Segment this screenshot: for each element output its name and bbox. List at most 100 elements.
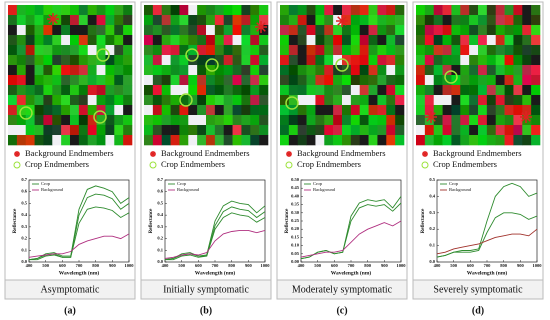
- pixel: [486, 45, 497, 56]
- pixel: [395, 95, 405, 106]
- pixel: [368, 75, 378, 86]
- spectrum-line: [164, 200, 266, 261]
- pixel: [232, 35, 242, 46]
- spectrum-line: [436, 228, 538, 255]
- pixel: [34, 25, 44, 36]
- pixel: [522, 15, 532, 26]
- pixel: [513, 25, 523, 36]
- pixel: [460, 125, 470, 136]
- pixel: [359, 5, 369, 16]
- pixel: [478, 15, 488, 26]
- pixel: [250, 135, 260, 146]
- pixel: [350, 45, 361, 56]
- pixel: [342, 115, 352, 126]
- pixel: [377, 35, 387, 46]
- pixel: [522, 25, 532, 36]
- pixel: [350, 125, 361, 136]
- pixel: [170, 45, 180, 56]
- pixel: [486, 15, 497, 26]
- legend-text: Background Endmembers: [161, 148, 250, 158]
- pixel: [105, 95, 115, 106]
- pixel: [16, 125, 27, 136]
- pixel: [61, 125, 71, 136]
- pixel: [280, 135, 290, 146]
- x-tick-label: 500: [42, 263, 50, 268]
- pixel: [206, 85, 216, 96]
- pixel: [386, 85, 396, 96]
- pixel: [25, 15, 35, 26]
- pixel: [342, 45, 352, 56]
- y-tick-label: 0.35: [291, 202, 300, 207]
- pixel: [78, 125, 89, 136]
- pixel: [43, 105, 53, 116]
- pixel: [61, 85, 71, 96]
- pixel: [259, 55, 269, 66]
- pixel: [188, 135, 198, 146]
- pixel: [259, 35, 269, 46]
- pixel: [288, 85, 299, 96]
- spectrum-line: [28, 185, 130, 261]
- pixel: [250, 55, 260, 66]
- pixel: [61, 115, 71, 126]
- pixel: [377, 135, 387, 146]
- x-tick-label: 800: [228, 263, 236, 268]
- pixel: [144, 95, 154, 106]
- pixel: [87, 115, 97, 126]
- pixel: [241, 75, 251, 86]
- pixel: [416, 75, 426, 86]
- pixel: [152, 115, 163, 126]
- pixel: [451, 105, 461, 116]
- pixel: [197, 105, 207, 116]
- pixel: [152, 75, 163, 86]
- pixel: [43, 135, 53, 146]
- pixel: [16, 45, 27, 56]
- pixel: [460, 25, 470, 36]
- pixel: [531, 85, 541, 96]
- pixel: [424, 35, 435, 46]
- pixel: [395, 25, 405, 36]
- pixel: [87, 35, 97, 46]
- pixel: [25, 65, 35, 76]
- y-tick-label: 0.1: [21, 247, 27, 252]
- spectrum-line: [436, 182, 538, 258]
- x-axis-label: Wavelength (nm): [195, 269, 236, 276]
- pixel: [424, 45, 435, 56]
- pixel: [288, 5, 299, 16]
- pixel: [70, 85, 80, 96]
- pixel: [350, 105, 361, 116]
- pixel: [333, 15, 343, 26]
- pixel: [170, 5, 180, 16]
- x-tick-label: 500: [178, 263, 186, 268]
- y-tick-label: 0.3: [157, 224, 163, 229]
- pixel: [460, 115, 470, 126]
- pixel: [359, 45, 369, 56]
- pixel: [197, 5, 207, 16]
- pixel: [324, 105, 334, 116]
- pixel: [96, 25, 106, 36]
- pixel: [161, 35, 171, 46]
- pixel: [495, 125, 505, 136]
- crop-endmember: [335, 58, 349, 72]
- pixel: [241, 135, 251, 146]
- pixel: [368, 45, 378, 56]
- pixel: [315, 105, 325, 116]
- pixel: [152, 35, 163, 46]
- pixel: [105, 25, 115, 36]
- y-tick-label: 0.3: [429, 210, 435, 215]
- legend-icon: [285, 161, 293, 169]
- pixel: [368, 95, 378, 106]
- pixel: [395, 75, 405, 86]
- asterisk: [14, 151, 20, 157]
- pixel: [105, 115, 115, 126]
- pixel: [433, 65, 443, 76]
- pixel: [197, 135, 207, 146]
- pixel: [416, 35, 426, 46]
- pixel: [78, 115, 89, 126]
- pixel: [469, 55, 479, 66]
- pixel: [105, 105, 115, 116]
- pixel: [324, 85, 334, 96]
- pixel: [297, 45, 307, 56]
- pixel: [288, 95, 299, 106]
- caption-box: [276, 279, 408, 300]
- pixel: [43, 55, 53, 66]
